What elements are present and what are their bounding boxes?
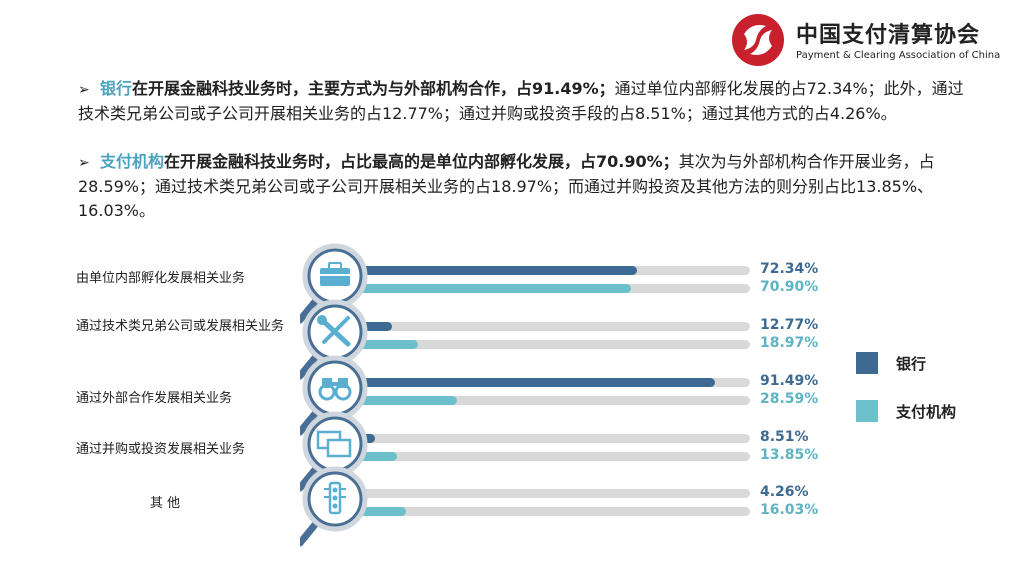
bar-track xyxy=(340,322,750,331)
bar-track xyxy=(340,452,750,461)
value-label-pay: 70.90% xyxy=(760,279,819,295)
value-label-pay: 13.85% xyxy=(760,447,819,463)
value-label-bank: 12.77% xyxy=(760,317,819,333)
traffic-light-icon xyxy=(296,463,370,547)
bar-track xyxy=(340,434,750,443)
legend-label-pay: 支付机构 xyxy=(896,403,957,421)
logo-emblem-icon xyxy=(732,14,784,66)
paragraph-key: 支付机构 xyxy=(100,152,165,171)
value-label-bank: 4.26% xyxy=(760,484,809,500)
value-label-bank: 72.34% xyxy=(760,261,819,277)
value-label-pay: 16.03% xyxy=(760,502,819,518)
wrench-screwdriver-icon xyxy=(296,296,370,380)
bar-track xyxy=(340,340,750,349)
bar-track xyxy=(340,489,750,498)
logo-name-en: Payment & Clearing Association of China xyxy=(796,50,1001,61)
bar-bank xyxy=(340,378,716,387)
value-label-bank: 8.51% xyxy=(760,429,809,445)
windows-icon xyxy=(296,408,370,492)
value-label-bank: 91.49% xyxy=(760,373,819,389)
paragraph-key: 银行 xyxy=(100,79,133,98)
bar-pay xyxy=(340,340,418,349)
paragraph-strong: 在开展金融科技业务时，主要方式为与外部机构合作，占91.49%； xyxy=(132,79,615,98)
bar-track xyxy=(340,507,750,516)
bar-pay xyxy=(340,396,458,405)
category-label: 通过并购或投资发展相关业务 xyxy=(76,442,246,457)
value-label-pay: 28.59% xyxy=(760,391,819,407)
category-label: 由单位内部孵化发展相关业务 xyxy=(76,271,246,286)
bar-pay xyxy=(340,507,406,516)
category-label: 通过技术类兄弟公司或发展相关业务 xyxy=(76,319,285,334)
paragraph-payment: ➢ 支付机构在开展金融科技业务时，占比最高的是单位内部孵化发展，占70.90%；其… xyxy=(78,150,978,223)
association-logo: 中国支付清算协会 Payment & Clearing Association … xyxy=(730,12,1015,68)
bullet-arrow-icon: ➢ xyxy=(78,82,90,98)
legend-label-bank: 银行 xyxy=(896,355,927,373)
legend-swatch-pay xyxy=(856,400,878,422)
legend-swatch-bank xyxy=(856,352,878,374)
paragraph-rest: 通过单位内部孵化发展的占72.34%；此外，通过技术类兄弟公司或子公司开展相关业… xyxy=(78,79,964,123)
toolbox-icon xyxy=(296,240,370,324)
logo-name-cn: 中国支付清算协会 xyxy=(796,23,981,48)
bar-track xyxy=(340,396,750,405)
category-label: 通过外部合作发展相关业务 xyxy=(76,391,233,406)
bar-pay xyxy=(340,452,397,461)
paragraph-bank: ➢ 银行在开展金融科技业务时，主要方式为与外部机构合作，占91.49%；通过单位内… xyxy=(78,77,978,126)
bar-pay xyxy=(340,284,631,293)
value-label-pay: 18.97% xyxy=(760,335,819,351)
bar-bank xyxy=(340,266,637,275)
paragraph-strong: 在开展金融科技业务时，占比最高的是单位内部孵化发展，占70.90%； xyxy=(164,152,679,171)
paragraph-rest: 其次为与外部机构合作开展业务，占28.59%；通过技术类兄弟公司或子公司开展相关… xyxy=(78,152,935,220)
category-label: 其 他 xyxy=(150,496,181,511)
bullet-arrow-icon: ➢ xyxy=(78,155,90,171)
